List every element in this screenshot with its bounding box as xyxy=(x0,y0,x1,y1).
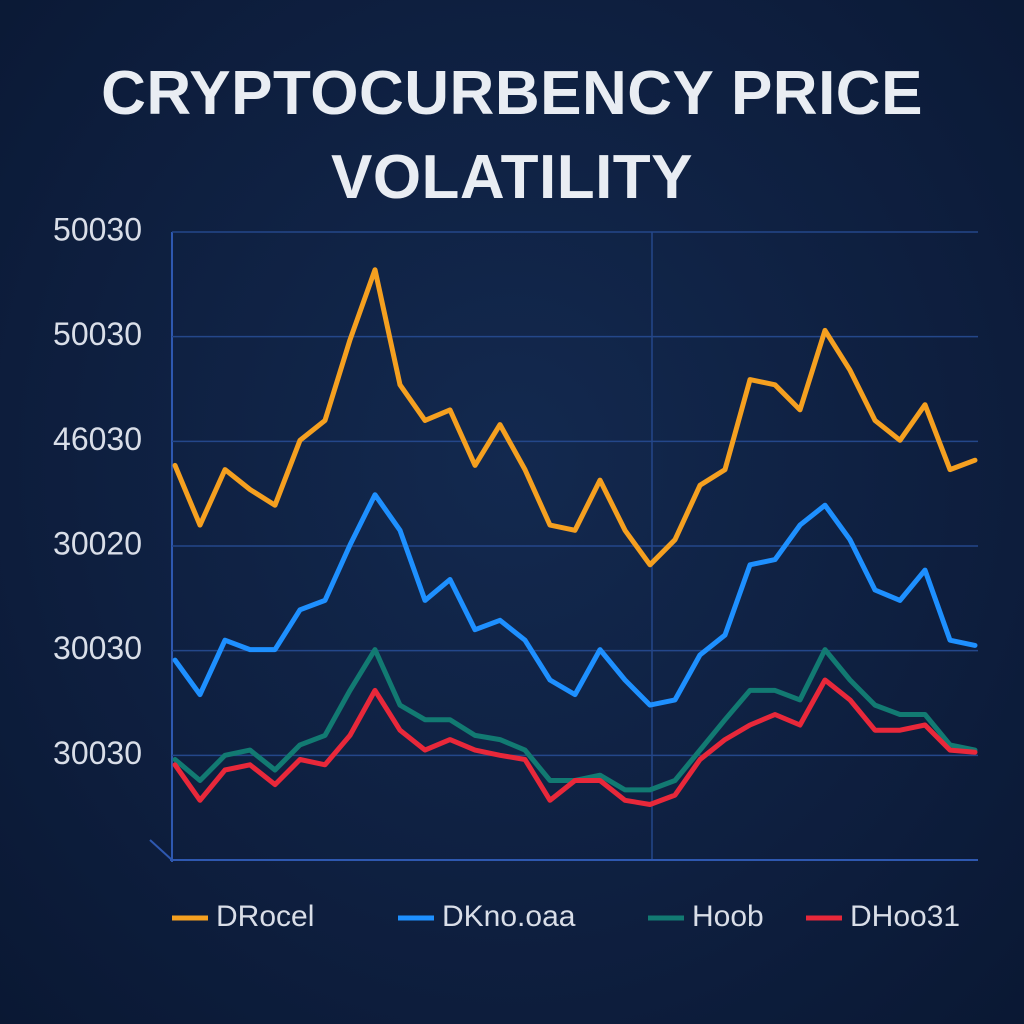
y-tick-label: 30030 xyxy=(53,735,142,771)
series-line xyxy=(172,677,978,807)
series-line xyxy=(172,267,978,568)
chart-title: CRYPTOCURBENCY PRICE VOLATILITY xyxy=(101,59,923,212)
y-tick-label: 50030 xyxy=(53,211,142,247)
y-tick-label: 30020 xyxy=(53,525,142,561)
y-tick-label: 50030 xyxy=(53,316,142,352)
series-line xyxy=(172,492,978,708)
axis-corner xyxy=(149,839,173,861)
legend-label: Hoob xyxy=(692,900,764,933)
y-tick-label: 30030 xyxy=(53,630,142,666)
legend-label: DRocel xyxy=(216,900,314,933)
series-line xyxy=(172,647,978,793)
legend-label: DKno.oaa xyxy=(442,900,576,933)
legend-label: DHoo31 xyxy=(850,900,960,933)
y-tick-label: 46030 xyxy=(53,421,142,457)
